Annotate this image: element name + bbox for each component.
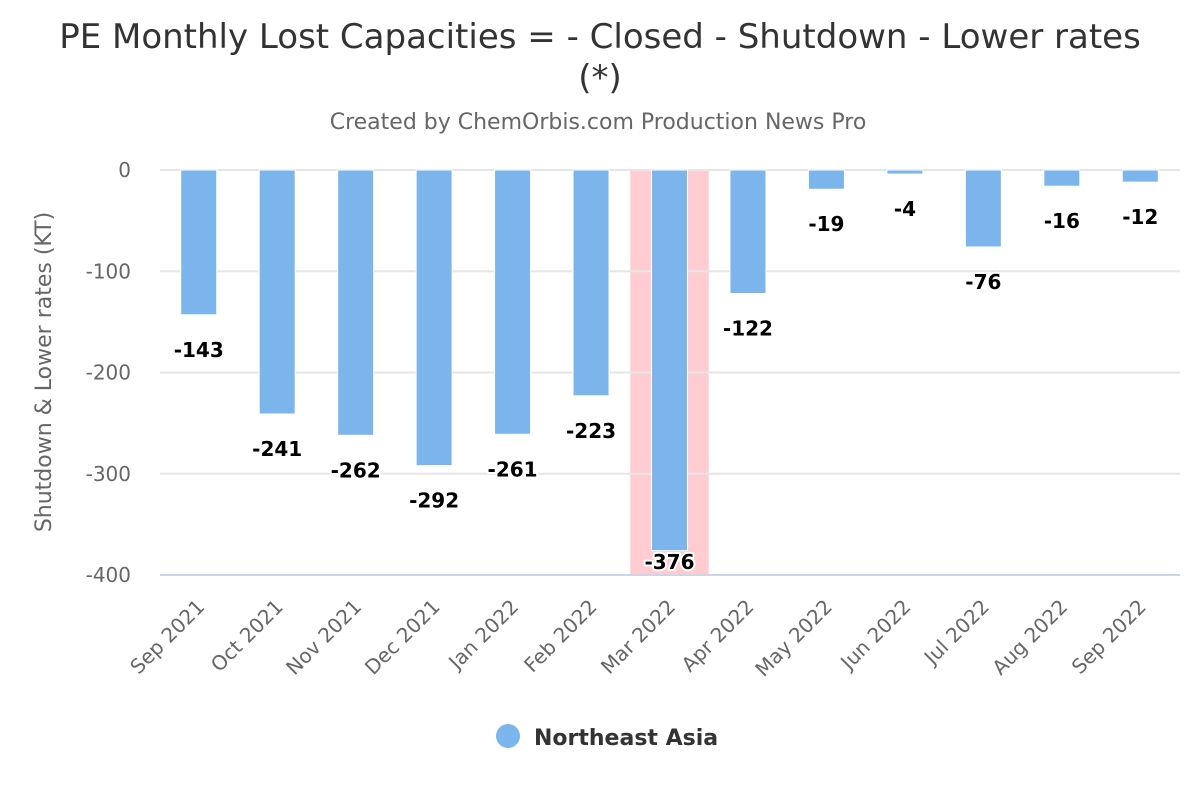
x-tick-label: Feb 2022 [519, 595, 601, 677]
bar[interactable] [180, 169, 218, 316]
x-tick-label: Nov 2021 [281, 595, 366, 680]
bar[interactable] [964, 169, 1002, 248]
data-labels: -143 -241 -262 -292 -261 -223 -376 -122 -19 -4 -76… [172, 195, 1161, 576]
x-tick-label: Jan 2022 [442, 595, 523, 676]
x-tick-label: Aug 2022 [987, 595, 1072, 680]
bar[interactable] [807, 169, 845, 190]
data-label: -4 [894, 197, 916, 221]
data-label: -122 [723, 317, 773, 341]
x-tick-label: Oct 2021 [206, 595, 288, 677]
data-label: -292 [409, 489, 459, 513]
data-label: -223 [566, 419, 616, 443]
data-label: -143 [174, 338, 224, 362]
x-tick-label: Sep 2021 [125, 595, 209, 679]
x-tick-label: Dec 2021 [360, 595, 445, 680]
data-label: -16 [1044, 209, 1080, 233]
data-label: -262 [331, 458, 381, 482]
legend[interactable]: Northeast Asia [496, 724, 718, 751]
x-tick-label: May 2022 [750, 595, 837, 682]
bar[interactable] [572, 169, 610, 397]
data-label: -19 [808, 212, 844, 236]
chart-subtitle: Created by ChemOrbis.com Production News… [330, 110, 867, 135]
legend-marker-icon [496, 724, 520, 748]
chart-title: PE Monthly Lost Capacities = - Closed - … [59, 17, 1141, 57]
data-label: -12 [1122, 205, 1158, 229]
y-tick-label: -100 [86, 259, 131, 283]
bar[interactable] [1121, 169, 1159, 183]
y-tick-label: -300 [86, 462, 131, 486]
y-axis-label: Shutdown & Lower rates (KT) [32, 212, 57, 532]
y-tick-label: 0 [118, 158, 131, 182]
x-tick-label: Apr 2022 [677, 595, 759, 677]
bar[interactable] [886, 169, 924, 175]
legend-label: Northeast Asia [534, 726, 718, 751]
bars [180, 169, 1159, 552]
bar[interactable] [337, 169, 375, 436]
y-tick-label: -200 [86, 361, 131, 385]
bar[interactable] [729, 169, 767, 295]
bar[interactable] [494, 169, 532, 435]
chart-title-continued: (*) [578, 58, 622, 98]
bar[interactable] [1043, 169, 1081, 187]
x-tick-label: Jun 2022 [834, 595, 915, 676]
data-label: -241 [252, 437, 302, 461]
x-tick-label: Mar 2022 [596, 595, 680, 679]
bar[interactable] [415, 169, 453, 467]
bar[interactable] [258, 169, 296, 415]
x-tick-label: Jul 2022 [918, 595, 994, 671]
data-label: -376 [644, 550, 694, 574]
y-tick-label: -400 [86, 563, 131, 587]
data-label: -261 [488, 457, 538, 481]
data-label: -76 [965, 270, 1001, 294]
x-tick-label: Sep 2022 [1067, 595, 1151, 679]
bar[interactable] [651, 169, 688, 552]
y-axis-ticks: 0 -100 -200 -300 -400 [86, 158, 131, 587]
